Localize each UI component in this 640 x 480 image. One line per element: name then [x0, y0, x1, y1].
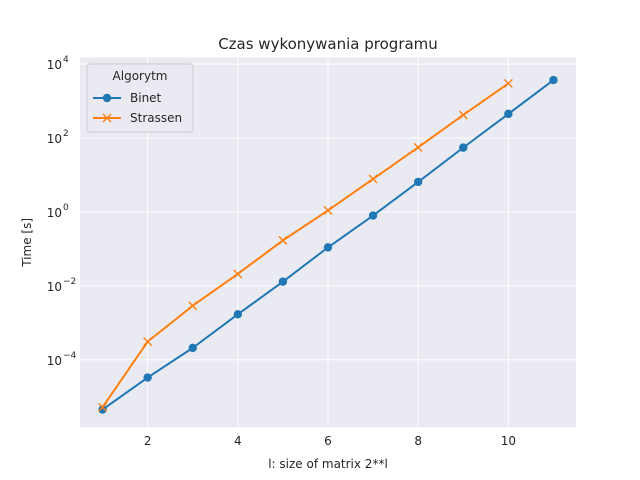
y-tick-exponent: −4	[63, 351, 77, 361]
x-tick-labels: 2 4 6 8 10	[144, 434, 516, 448]
series-line	[101, 82, 509, 408]
legend-entry-binet: Binet	[93, 91, 162, 105]
x-axis-label: l: size of matrix 2**l	[268, 457, 388, 471]
data-point	[413, 142, 423, 152]
legend-entry-strassen: Strassen	[93, 111, 182, 125]
y-tick-label: 10	[47, 132, 62, 146]
data-point	[458, 110, 468, 120]
y-tick-label: 10	[47, 354, 62, 368]
legend-label: Strassen	[130, 111, 182, 125]
data-point	[323, 243, 333, 252]
data-point	[188, 301, 198, 311]
data-point	[368, 211, 378, 220]
legend-box	[86, 63, 194, 133]
series-layer	[98, 75, 558, 414]
data-point	[459, 143, 468, 152]
legend: Algorytm Binet Strassen	[86, 63, 194, 133]
data-point	[98, 402, 108, 412]
y-tick-label: 10	[47, 280, 62, 294]
x-tick-label: 10	[501, 434, 516, 448]
y-tick-exponent: 4	[63, 55, 69, 65]
y-tick-label: 10	[47, 206, 62, 220]
x-tick-label: 6	[324, 434, 332, 448]
y-tick-exponent: −2	[63, 277, 76, 287]
data-point	[143, 337, 153, 347]
x-tick-label: 8	[414, 434, 422, 448]
data-point	[323, 205, 333, 215]
legend-entries: Binet Strassen	[93, 91, 182, 125]
data-point	[504, 109, 513, 119]
grid	[80, 57, 576, 428]
legend-marker	[102, 93, 112, 103]
legend-title: Algorytm	[113, 69, 168, 83]
data-point	[549, 75, 558, 85]
legend-label: Binet	[130, 91, 162, 105]
series-strassen	[98, 78, 513, 412]
data-point	[143, 373, 152, 382]
data-point	[233, 310, 243, 319]
x-tick-label: 4	[234, 434, 242, 448]
data-point	[503, 78, 513, 88]
y-tick-label: 10	[47, 58, 62, 72]
y-axis-label: Time [s]	[20, 218, 34, 268]
data-point	[98, 405, 107, 414]
data-point	[278, 277, 288, 286]
data-point	[368, 174, 378, 184]
x-tick-label: 2	[144, 434, 152, 448]
legend-marker	[102, 113, 112, 123]
data-point	[233, 269, 243, 279]
data-point	[413, 177, 423, 187]
y-tick-exponent: 0	[63, 203, 69, 213]
data-point	[278, 235, 288, 245]
chart-title: Czas wykonywania programu	[218, 35, 438, 53]
data-point	[188, 343, 197, 353]
series-binet	[98, 75, 558, 414]
y-tick-exponent: 2	[63, 129, 69, 139]
